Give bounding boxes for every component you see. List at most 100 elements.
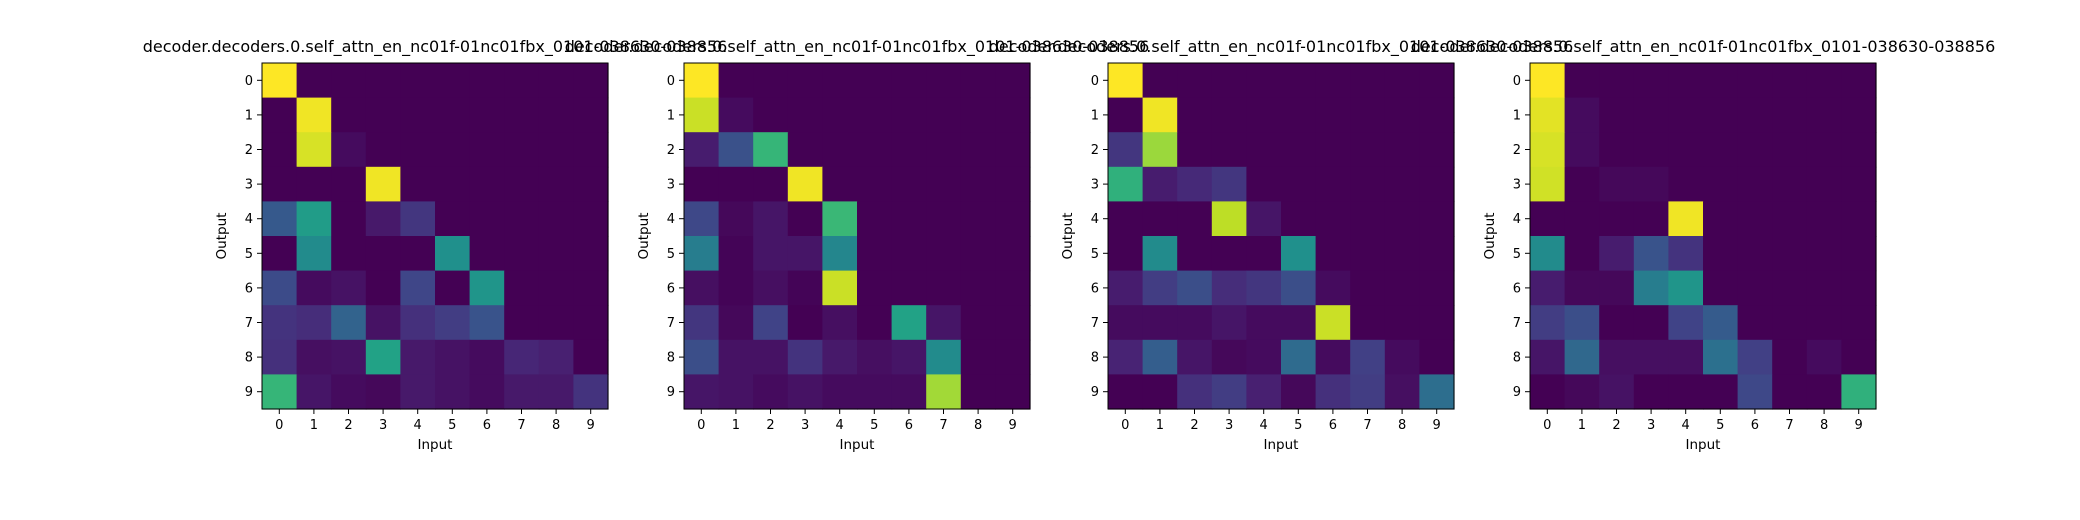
heatmap-cell	[400, 305, 436, 341]
heatmap-cell	[1599, 374, 1635, 410]
heatmap-cell	[573, 63, 609, 99]
heatmap-cell	[822, 97, 858, 133]
heatmap-cell	[1177, 63, 1213, 99]
heatmap-cell	[365, 97, 401, 133]
y-tick-label: 6	[245, 281, 253, 296]
heatmap-cell	[891, 201, 927, 237]
panel-title: decoder.decoders.0.self_attn_en_nc01f-01…	[565, 37, 1150, 57]
y-tick-label: 6	[667, 281, 675, 296]
heatmap-cell	[296, 63, 332, 99]
heatmap-cell	[1419, 270, 1455, 306]
heatmap-cell	[787, 166, 823, 202]
heatmap-cell	[1177, 270, 1213, 306]
heatmap-cell	[262, 63, 298, 99]
heatmap-cell	[1419, 166, 1455, 202]
heatmap-cell	[753, 270, 789, 306]
heatmap-cell	[753, 201, 789, 237]
heatmap-cell	[1737, 305, 1773, 341]
heatmap-cell	[1246, 305, 1282, 341]
heatmap-cell	[435, 374, 471, 410]
heatmap-cell	[995, 63, 1031, 99]
heatmap-cell	[365, 339, 401, 375]
heatmap-cell	[1668, 305, 1704, 341]
heatmap-cell	[1772, 305, 1808, 341]
y-tick-label: 9	[1091, 385, 1099, 400]
heatmap-cell	[573, 132, 609, 168]
x-tick-label: 2	[1190, 418, 1198, 433]
heatmap-cell	[538, 339, 574, 375]
y-tick-label: 4	[1091, 212, 1099, 227]
heatmap-cell	[1142, 63, 1178, 99]
heatmap-cell	[1315, 236, 1351, 272]
heatmap-panel-2: decoder.decoders.0.self_attn_en_nc01f-01…	[989, 37, 1574, 453]
heatmap-cell	[296, 132, 332, 168]
heatmap-cell	[1841, 63, 1877, 99]
plot-frame	[1529, 62, 1877, 410]
heatmap-cell	[857, 166, 893, 202]
heatmap-cell	[1108, 305, 1144, 341]
heatmap-cell	[1211, 305, 1247, 341]
heatmap-cell	[1530, 305, 1566, 341]
heatmap-cell	[1737, 166, 1773, 202]
heatmap-cell	[1211, 97, 1247, 133]
heatmap-cell	[960, 166, 996, 202]
heatmap-cell	[1384, 132, 1420, 168]
heatmap-cell	[718, 236, 754, 272]
heatmap-cell	[1350, 236, 1386, 272]
heatmap-cell	[1772, 166, 1808, 202]
x-tick-label: 6	[1329, 418, 1337, 433]
heatmap-cell	[1530, 201, 1566, 237]
heatmap-cell	[1703, 97, 1739, 133]
heatmap-cell	[1703, 201, 1739, 237]
heatmap-cell	[365, 201, 401, 237]
heatmap-cell	[1599, 97, 1635, 133]
heatmap-cell	[857, 132, 893, 168]
heatmap-cell	[1211, 236, 1247, 272]
heatmap-cell	[1177, 236, 1213, 272]
heatmap-cell	[926, 236, 962, 272]
heatmap-cell	[822, 339, 858, 375]
y-tick-label: 8	[1091, 351, 1099, 366]
heatmap-cell	[822, 270, 858, 306]
heatmap-cell	[1841, 339, 1877, 375]
y-tick-label: 4	[667, 212, 675, 227]
heatmap-cell	[1633, 236, 1669, 272]
heatmap-cell	[1633, 305, 1669, 341]
heatmap-cell	[538, 305, 574, 341]
heatmap-cell	[1177, 374, 1213, 410]
y-tick-label: 0	[1091, 74, 1099, 89]
heatmap-cell	[538, 236, 574, 272]
heatmap-cell	[1246, 236, 1282, 272]
heatmap-cell	[400, 97, 436, 133]
y-axis-label: Output	[1060, 213, 1076, 260]
x-axis-label: Input	[840, 437, 875, 453]
heatmap-cell	[1315, 97, 1351, 133]
heatmap-cell	[1211, 63, 1247, 99]
y-tick-label: 6	[1513, 281, 1521, 296]
heatmap-cell	[822, 236, 858, 272]
heatmap-cell	[1530, 63, 1566, 99]
heatmap-cell	[1384, 374, 1420, 410]
heatmap-cell	[1737, 97, 1773, 133]
heatmap-cell	[469, 63, 505, 99]
heatmap-cell	[857, 63, 893, 99]
y-tick-label: 1	[1513, 108, 1521, 123]
heatmap-cell	[718, 339, 754, 375]
y-tick-label: 1	[667, 108, 675, 123]
heatmap-cell	[435, 166, 471, 202]
heatmap-cell	[1806, 97, 1842, 133]
heatmap-cell	[960, 270, 996, 306]
heatmap-cell	[1246, 166, 1282, 202]
heatmap-cell	[1703, 305, 1739, 341]
heatmap-cell	[1564, 236, 1600, 272]
heatmap-cell	[1246, 201, 1282, 237]
x-axis-label: Input	[418, 437, 453, 453]
heatmap-cell	[1633, 201, 1669, 237]
heatmap-cell	[857, 305, 893, 341]
heatmap-cell	[1772, 63, 1808, 99]
heatmap-cell	[1419, 132, 1455, 168]
y-tick-label: 2	[1091, 143, 1099, 158]
heatmap-cell	[538, 132, 574, 168]
heatmap-cell	[753, 236, 789, 272]
heatmap-cell	[1564, 97, 1600, 133]
